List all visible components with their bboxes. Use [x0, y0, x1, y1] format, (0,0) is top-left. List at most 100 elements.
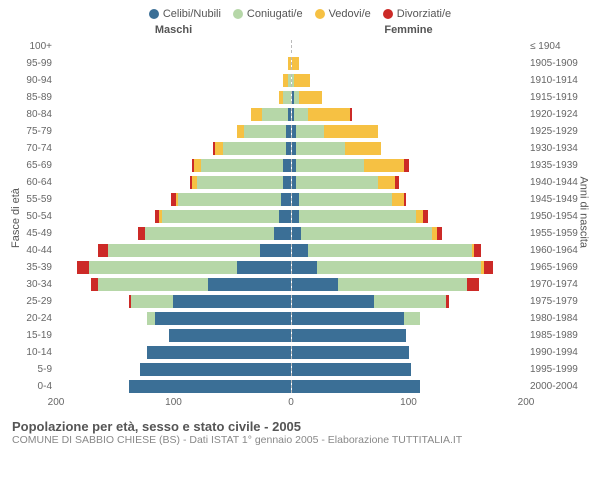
- legend-item: Coniugati/e: [233, 8, 303, 20]
- bar-segment: [215, 142, 222, 155]
- bar-segment: [467, 278, 479, 291]
- chart-title: Popolazione per età, sesso e stato civil…: [12, 419, 588, 434]
- bar-segment: [308, 244, 472, 257]
- bar-segment: [292, 346, 409, 359]
- bar-segment: [446, 295, 448, 308]
- bar-segment: [251, 108, 263, 121]
- male-bar: [56, 74, 292, 87]
- bar-segment: [208, 278, 290, 291]
- age-label: 80-84: [12, 109, 56, 120]
- legend: Celibi/NubiliConiugati/eVedovi/eDivorzia…: [12, 8, 588, 20]
- age-label: 5-9: [12, 364, 56, 375]
- bar-segment: [292, 329, 407, 342]
- age-row: 75-791925-1929: [12, 123, 588, 140]
- age-label: 90-94: [12, 75, 56, 86]
- bar-segment: [169, 329, 291, 342]
- age-label: 75-79: [12, 126, 56, 137]
- bar-segment: [244, 125, 286, 138]
- male-bar: [56, 176, 292, 189]
- bar-segment: [162, 210, 279, 223]
- age-label: 85-89: [12, 92, 56, 103]
- bar-segment: [292, 261, 318, 274]
- bar-segment: [299, 193, 393, 206]
- year-label: 2000-2004: [526, 381, 588, 392]
- bar-segment: [292, 210, 299, 223]
- bar-segment: [294, 74, 310, 87]
- year-label: 1965-1969: [526, 262, 588, 273]
- rx-tick: 200: [518, 397, 535, 408]
- bar-segment: [395, 176, 400, 189]
- age-label: 60-64: [12, 177, 56, 188]
- bar-segment: [296, 125, 324, 138]
- male-bar: [56, 125, 292, 138]
- age-row: 85-891915-1919: [12, 89, 588, 106]
- age-row: 95-991905-1909: [12, 55, 588, 72]
- legend-item: Vedovi/e: [315, 8, 371, 20]
- year-label: 1955-1959: [526, 228, 588, 239]
- year-label: 1995-1999: [526, 364, 588, 375]
- year-label: 1985-1989: [526, 330, 588, 341]
- year-label: 1990-1994: [526, 347, 588, 358]
- age-row: 60-64 1940-1944: [12, 174, 588, 191]
- legend-label: Celibi/Nubili: [163, 8, 221, 20]
- female-bar: [291, 108, 527, 121]
- bar-segment: [416, 210, 423, 223]
- bar-segment: [98, 244, 107, 257]
- age-row: 5-9 1995-1999: [12, 361, 588, 378]
- female-bar: [291, 312, 527, 325]
- age-label: 25-29: [12, 296, 56, 307]
- male-bar: [56, 295, 292, 308]
- bar-segment: [364, 159, 404, 172]
- year-label: 1930-1934: [526, 143, 588, 154]
- male-bar: [56, 108, 292, 121]
- female-bar: [291, 125, 527, 138]
- age-label: 30-34: [12, 279, 56, 290]
- year-label: 1935-1939: [526, 160, 588, 171]
- bar-segment: [299, 91, 322, 104]
- age-label: 15-19: [12, 330, 56, 341]
- female-bar: [291, 142, 527, 155]
- male-bar: [56, 91, 292, 104]
- chart-subtitle: COMUNE DI SABBIO CHIESE (BS) - Dati ISTA…: [12, 434, 588, 446]
- male-bar: [56, 346, 292, 359]
- male-bar: [56, 40, 292, 53]
- age-label: 20-24: [12, 313, 56, 324]
- bar-segment: [283, 159, 290, 172]
- age-label: 40-44: [12, 245, 56, 256]
- age-label: 55-59: [12, 194, 56, 205]
- bar-segment: [281, 193, 290, 206]
- age-label: 50-54: [12, 211, 56, 222]
- bar-segment: [292, 193, 299, 206]
- year-label: 1940-1944: [526, 177, 588, 188]
- bar-segment: [296, 159, 364, 172]
- year-label: 1945-1949: [526, 194, 588, 205]
- age-row: 65-691935-1939: [12, 157, 588, 174]
- year-label: 1970-1974: [526, 279, 588, 290]
- x-tick: 200: [48, 397, 65, 408]
- age-label: 95-99: [12, 58, 56, 69]
- bar-segment: [404, 159, 409, 172]
- legend-swatch: [149, 9, 159, 19]
- male-bar: [56, 278, 292, 291]
- bar-segment: [484, 261, 493, 274]
- age-row: 90-94 1910-1914: [12, 72, 588, 89]
- bar-segment: [423, 210, 428, 223]
- header-male: Maschi: [56, 24, 291, 36]
- bar-segment: [292, 312, 405, 325]
- year-label: 1910-1914: [526, 75, 588, 86]
- age-label: 70-74: [12, 143, 56, 154]
- bar-segment: [173, 295, 290, 308]
- bar-segment: [262, 108, 288, 121]
- bar-segment: [279, 210, 291, 223]
- bar-segment: [155, 312, 291, 325]
- female-bar: [291, 91, 527, 104]
- age-label: 45-49: [12, 228, 56, 239]
- bar-segment: [131, 295, 173, 308]
- bar-segment: [237, 261, 291, 274]
- bar-segment: [296, 142, 345, 155]
- bar-segment: [292, 295, 374, 308]
- bar-segment: [129, 380, 291, 393]
- bar-segment: [350, 108, 352, 121]
- bar-segment: [345, 142, 380, 155]
- age-row: 25-291975-1979: [12, 293, 588, 310]
